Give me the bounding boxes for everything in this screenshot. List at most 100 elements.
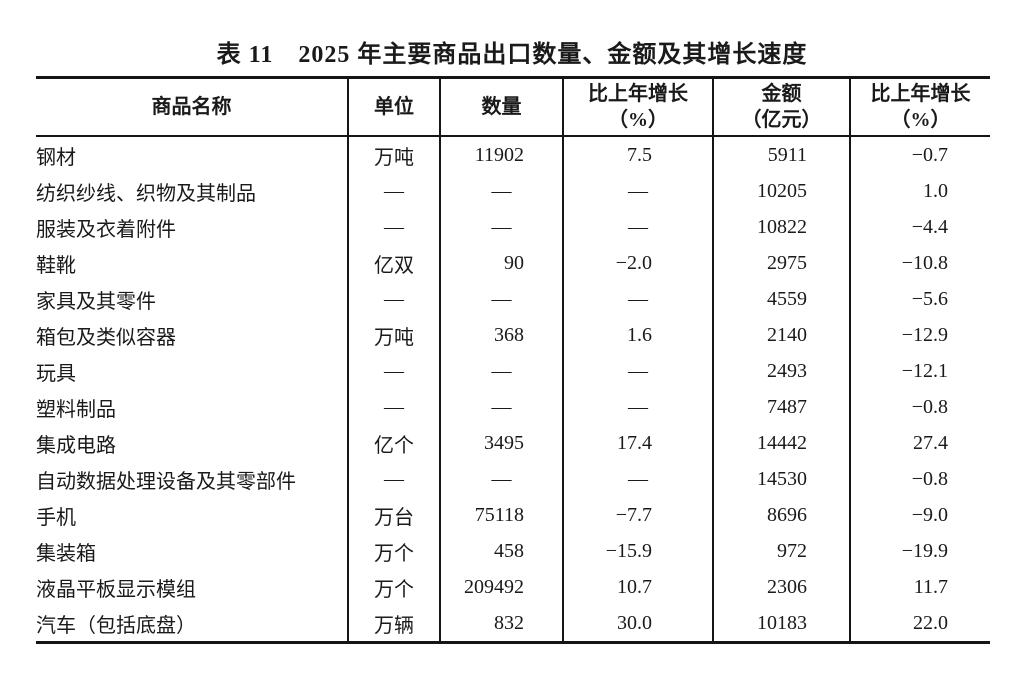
cell-quantity: 458 (439, 533, 563, 569)
cell-amount_growth: 27.4 (849, 425, 990, 461)
column-header-label: 单位 (374, 96, 414, 118)
cell-quantity_growth: 1.6 (562, 317, 713, 353)
table-body: 钢材 万吨 11902 7.5 5911 −0.7 纺织纱线、织物及其制品 — — —10205 1… (36, 136, 990, 643)
cell-amount: 10205 (712, 173, 850, 209)
cell-amount: 5911 (712, 136, 850, 173)
cell-unit: 万辆 (347, 605, 440, 643)
cell-amount: 14442 (712, 425, 850, 461)
header-row: 商品名称 单位 数量 比上年增长 （%） 金额 （亿元） 比上年增长 （%） (36, 77, 990, 137)
cell-name: 汽车（包括底盘） (36, 614, 196, 637)
cell-amount: 2306 (712, 569, 850, 605)
cell-quantity_growth: — (562, 353, 713, 389)
cell-name: 塑料制品 (36, 398, 116, 421)
cell-unit: — (347, 389, 440, 425)
cell-quantity_growth: — (562, 281, 713, 317)
cell-unit: 万吨 (347, 317, 440, 353)
cell-amount_growth: −9.0 (849, 497, 990, 533)
cell-unit: — (347, 209, 440, 245)
cell-amount_growth: 22.0 (849, 605, 990, 643)
cell-quantity_growth: — (562, 173, 713, 209)
table-row: 纺织纱线、织物及其制品 — — —10205 1.0 (36, 173, 990, 209)
cell-quantity_growth: — (562, 209, 713, 245)
cell-amount_growth: −0.7 (849, 136, 990, 173)
table-row: 自动数据处理设备及其零部件 — — —14530 −0.8 (36, 461, 990, 497)
cell-quantity_growth: −2.0 (562, 245, 713, 281)
cell-amount_growth: −12.9 (849, 317, 990, 353)
column-header-name: 商品名称 (36, 77, 348, 137)
cell-unit: — (347, 281, 440, 317)
cell-name: 集成电路 (36, 434, 116, 457)
column-header-label: 比上年增长 (588, 83, 688, 105)
column-header-unit: 单位 (347, 77, 440, 137)
cell-unit: 亿双 (347, 245, 440, 281)
cell-name: 鞋靴 (36, 254, 76, 277)
cell-name: 自动数据处理设备及其零部件 (36, 470, 296, 493)
cell-quantity: 832 (439, 605, 563, 643)
cell-name: 箱包及类似容器 (36, 326, 176, 349)
cell-amount: 2975 (712, 245, 850, 281)
cell-amount_growth: −4.4 (849, 209, 990, 245)
cell-name: 家具及其零件 (36, 290, 156, 313)
column-header-quantity: 数量 (439, 77, 563, 137)
cell-unit: 万个 (347, 533, 440, 569)
cell-quantity: — (439, 173, 563, 209)
cell-quantity_growth: — (562, 389, 713, 425)
column-header-amount: 金额 （亿元） (712, 77, 850, 137)
cell-amount_growth: 1.0 (849, 173, 990, 209)
cell-amount_growth: −19.9 (849, 533, 990, 569)
cell-quantity: 368 (439, 317, 563, 353)
cell-name: 纺织纱线、织物及其制品 (36, 182, 256, 205)
column-header-label: 金额 (761, 83, 802, 105)
table-row: 鞋靴 亿双 90 −2.0 2975 −10.8 (36, 245, 990, 281)
cell-quantity_growth: 10.7 (562, 569, 713, 605)
cell-quantity: — (439, 281, 563, 317)
cell-amount: 7487 (712, 389, 850, 425)
cell-amount_growth: −5.6 (849, 281, 990, 317)
cell-unit: 亿个 (347, 425, 440, 461)
cell-amount_growth: −0.8 (849, 389, 990, 425)
table-row: 液晶平板显示模组 万个 209492 10.7 2306 11.7 (36, 569, 990, 605)
cell-quantity_growth: −7.7 (562, 497, 713, 533)
column-header-sublabel: （亿元） (741, 109, 822, 131)
table-row: 箱包及类似容器 万吨 368 1.6 2140 −12.9 (36, 317, 990, 353)
table-header: 商品名称 单位 数量 比上年增长 （%） 金额 （亿元） 比上年增长 （%） (36, 77, 990, 137)
cell-quantity_growth: — (562, 461, 713, 497)
column-header-label: 比上年增长 (870, 83, 971, 105)
column-header-sublabel: （%） (608, 109, 668, 131)
table-row: 塑料制品 — — —7487 −0.8 (36, 389, 990, 425)
cell-amount: 8696 (712, 497, 850, 533)
cell-unit: — (347, 173, 440, 209)
cell-name: 服装及衣着附件 (36, 218, 176, 241)
cell-amount_growth: −0.8 (849, 461, 990, 497)
cell-name: 玩具 (36, 362, 76, 385)
cell-name: 液晶平板显示模组 (36, 578, 196, 601)
export-table: 商品名称 单位 数量 比上年增长 （%） 金额 （亿元） 比上年增长 （%） 钢材 万吨 11902… (36, 76, 990, 644)
cell-quantity_growth: 7.5 (562, 136, 713, 173)
column-header-quantity_growth: 比上年增长 （%） (562, 77, 713, 137)
cell-quantity: 3495 (439, 425, 563, 461)
cell-amount: 972 (712, 533, 850, 569)
table-row: 集成电路 亿个 3495 17.4 14442 27.4 (36, 425, 990, 461)
cell-name: 钢材 (36, 146, 76, 169)
cell-amount_growth: −12.1 (849, 353, 990, 389)
cell-quantity: 75118 (439, 497, 563, 533)
table-row: 服装及衣着附件 — — —10822 −4.4 (36, 209, 990, 245)
table-row: 汽车（包括底盘） 万辆 832 30.0 10183 22.0 (36, 605, 990, 643)
cell-quantity: 11902 (439, 136, 563, 173)
cell-quantity: — (439, 353, 563, 389)
cell-quantity: 209492 (439, 569, 563, 605)
cell-unit: — (347, 461, 440, 497)
cell-amount_growth: 11.7 (849, 569, 990, 605)
cell-quantity: 90 (439, 245, 563, 281)
cell-amount: 10183 (712, 605, 850, 643)
cell-amount_growth: −10.8 (849, 245, 990, 281)
table-row: 家具及其零件 — — —4559 −5.6 (36, 281, 990, 317)
cell-name: 集装箱 (36, 542, 96, 565)
table-title: 表 11 2025 年主要商品出口数量、金额及其增长速度 (216, 42, 808, 68)
cell-quantity: — (439, 389, 563, 425)
table-row: 钢材 万吨 11902 7.5 5911 −0.7 (36, 136, 990, 173)
cell-amount: 2140 (712, 317, 850, 353)
cell-amount: 10822 (712, 209, 850, 245)
cell-amount: 4559 (712, 281, 850, 317)
